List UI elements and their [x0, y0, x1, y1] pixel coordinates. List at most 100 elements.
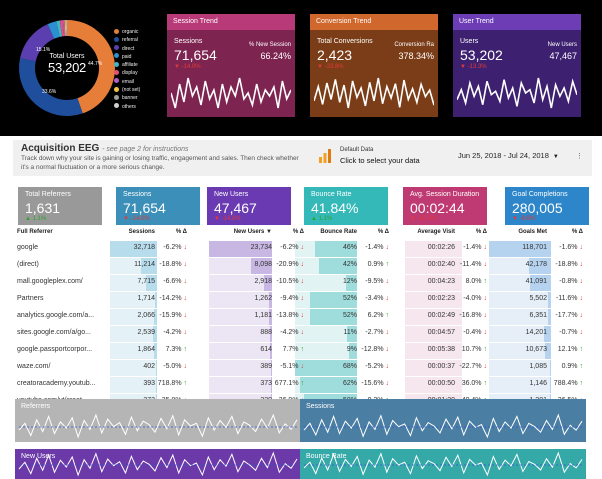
column-header[interactable]: Average Visit — [417, 229, 455, 235]
legend-item[interactable]: organic — [114, 28, 140, 36]
arrow-up-icon: ↑ — [298, 380, 304, 387]
delta-cell: -5.2% ↓ — [365, 363, 389, 370]
arrow-up-icon: ↑ — [481, 380, 487, 387]
value-bar — [145, 275, 157, 291]
value-cell: 42,178 — [525, 261, 547, 268]
donut-slice-direct[interactable] — [20, 24, 55, 62]
column-header[interactable]: Goals Met — [518, 229, 547, 235]
data-source-selector[interactable]: Default Data Click to select your data — [318, 146, 453, 171]
value-cell: 6,351 — [529, 312, 547, 319]
arrow-down-icon: ↓ — [298, 244, 304, 251]
conversion-trend-card[interactable]: Conversion Trend Total Conversions 2,423… — [310, 14, 438, 117]
legend-label: others — [122, 103, 136, 110]
total-users-value: 53,202 — [48, 60, 86, 75]
table-row[interactable]: creatoracademy.youtub... 393 718.8% ↑ 373 67… — [15, 376, 585, 394]
kpi-card-avg-session-duration[interactable]: Avg. Session Duration 00:02:44 ▼ -15.5% — [403, 187, 487, 225]
value-bar — [547, 309, 551, 325]
legend-label: paid — [122, 53, 132, 60]
legend-item[interactable]: referral — [114, 36, 140, 44]
user-trend-card[interactable]: User Trend Users 53,202 ▼ -13.3% New Use… — [453, 14, 581, 117]
table-row[interactable]: google.passportcorpor... 1,864 7.3% ↑ 614 7.… — [15, 342, 585, 360]
table-row[interactable]: waze.com/402 -5.0% ↓ 389 -5.1% ↓ 68% -5.2% ↓ 0… — [15, 359, 585, 377]
cell-background — [405, 309, 462, 325]
column-header[interactable]: Full Referrer — [17, 229, 53, 235]
value-bar — [545, 343, 551, 359]
cell-background — [110, 377, 157, 393]
delta-cell: 788.4% ↑ — [553, 380, 583, 387]
kpi-card-total-referrers[interactable]: Total Referrers 1,631 ▲ 1.1% — [18, 187, 102, 225]
value-cell: 2,066 — [137, 312, 155, 319]
arrow-up-icon: ↑ — [481, 278, 487, 285]
legend-item[interactable]: paid — [114, 53, 140, 61]
table-row[interactable]: Partners 1,714 -14.2% ↓ 1,262 -9.4% ↓ 52% -3.4… — [15, 291, 585, 309]
donut-slice-notset[interactable] — [64, 20, 67, 37]
table-row[interactable]: mall.googleplex.com/7,715 -6.6% ↓ 2,918 -10… — [15, 274, 585, 292]
arrow-down-icon: ↓ — [383, 380, 389, 387]
legend-item[interactable]: display — [114, 69, 140, 77]
value-bar — [489, 241, 551, 257]
donut-slice-affiliate[interactable] — [56, 20, 63, 37]
column-header[interactable]: New Users ▼ — [233, 229, 272, 235]
donut-slice-organic[interactable] — [67, 20, 115, 114]
delta-cell: -0.8% ↓ — [559, 278, 583, 285]
arrow-down-icon: ↓ — [383, 244, 389, 251]
delta-cell: -1.4% ↓ — [365, 244, 389, 251]
column-header[interactable]: Sessions — [128, 229, 155, 235]
more-options-icon[interactable]: ⋮ — [576, 153, 583, 160]
arrow-up-icon: ↑ — [383, 312, 389, 319]
panel-new-users[interactable]: New Users — [15, 449, 301, 479]
column-header[interactable]: % Δ — [377, 229, 389, 235]
legend-item[interactable]: others — [114, 103, 140, 111]
donut-slice-email[interactable] — [62, 20, 66, 37]
arrow-down-icon: ↓ — [577, 278, 583, 285]
delta-cell: -11.4% ↓ — [459, 261, 487, 268]
column-header[interactable]: % Δ — [475, 229, 487, 235]
panel-bounce-rate[interactable]: Bounce Rate — [300, 449, 586, 479]
column-header[interactable]: % Δ — [175, 229, 187, 235]
kpi-card-new-users[interactable]: New Users 47,467 ▼ -14.0% — [207, 187, 291, 225]
sparkline — [18, 451, 298, 477]
legend-item[interactable]: (not set) — [114, 86, 140, 94]
cell-background — [405, 377, 462, 393]
donut-slice-others[interactable] — [66, 20, 67, 37]
table-row[interactable]: (direct) 11,214 -18.8% ↓ 8,098 -20.9% ↓ 42% 0.… — [15, 257, 585, 275]
column-header[interactable]: Bounce Rate — [320, 229, 357, 235]
table-row[interactable]: sites.google.com/a/go... 2,539 -4.2% ↓ 888 -… — [15, 325, 585, 343]
session-trend-card[interactable]: Session Trend Sessions 71,654 ▼ -14.0% %… — [167, 14, 295, 117]
column-header[interactable]: % Δ — [292, 229, 304, 235]
value-cell: 68% — [342, 363, 357, 370]
legend-item[interactable]: direct — [114, 45, 140, 53]
delta-cell: -1.4% ↓ — [463, 244, 487, 251]
value-cell: 9% — [346, 346, 357, 353]
date-range-picker[interactable]: Jun 25, 2018 - Jul 24, 2018 ▼ — [458, 151, 559, 160]
value-cell: 41,091 — [525, 278, 547, 285]
legend-swatch — [114, 86, 119, 92]
legend-item[interactable]: affiliate — [114, 61, 140, 69]
donut-slice-banner[interactable] — [65, 20, 67, 37]
delta-cell: 6.2% ↑ — [367, 312, 389, 319]
donut-slice-paid[interactable] — [47, 21, 60, 39]
value-cell: 62% — [342, 380, 357, 387]
donut-slice-display[interactable] — [59, 20, 65, 37]
value-cell: 00:04:23 — [427, 278, 455, 285]
donut-slice-referral[interactable] — [18, 58, 83, 117]
kpi-card-sessions[interactable]: Sessions 71,654 ▼ -14.0% — [116, 187, 200, 225]
value-cell: 888 — [260, 329, 272, 336]
kpi-value: 47,467 — [214, 200, 257, 216]
kpi-card-bounce-rate[interactable]: Bounce Rate 41.84% ▲ 1.1% — [304, 187, 388, 225]
legend-item[interactable]: email — [114, 78, 140, 86]
delta-cell: -4.0% ↓ — [463, 295, 487, 302]
column-header[interactable]: % Δ — [571, 229, 583, 235]
cell-background — [209, 292, 272, 308]
kpi-card-goal-completions[interactable]: Goal Completions 280,005 ▼ -9.6% — [505, 187, 589, 225]
panel-sessions[interactable]: Sessions — [300, 399, 586, 442]
delta-cell: -6.6% ↓ — [163, 278, 187, 285]
legend-item[interactable]: banner — [114, 94, 140, 102]
legend-label: email — [122, 78, 134, 85]
arrow-down-icon: ↓ — [181, 244, 187, 251]
table-row[interactable]: google 32,718 -6.2% ↓ 23,734 -6.2% ↓ 46% -1.4%… — [15, 240, 585, 258]
panel-referrers[interactable]: Referrers — [15, 399, 301, 442]
table-row[interactable]: analytics.google.com/a... 2,066 -15.9% ↓ 1,… — [15, 308, 585, 326]
delta-cell: -0.4% ↓ — [463, 329, 487, 336]
delta-cell: 12.1% ↑ — [557, 346, 583, 353]
